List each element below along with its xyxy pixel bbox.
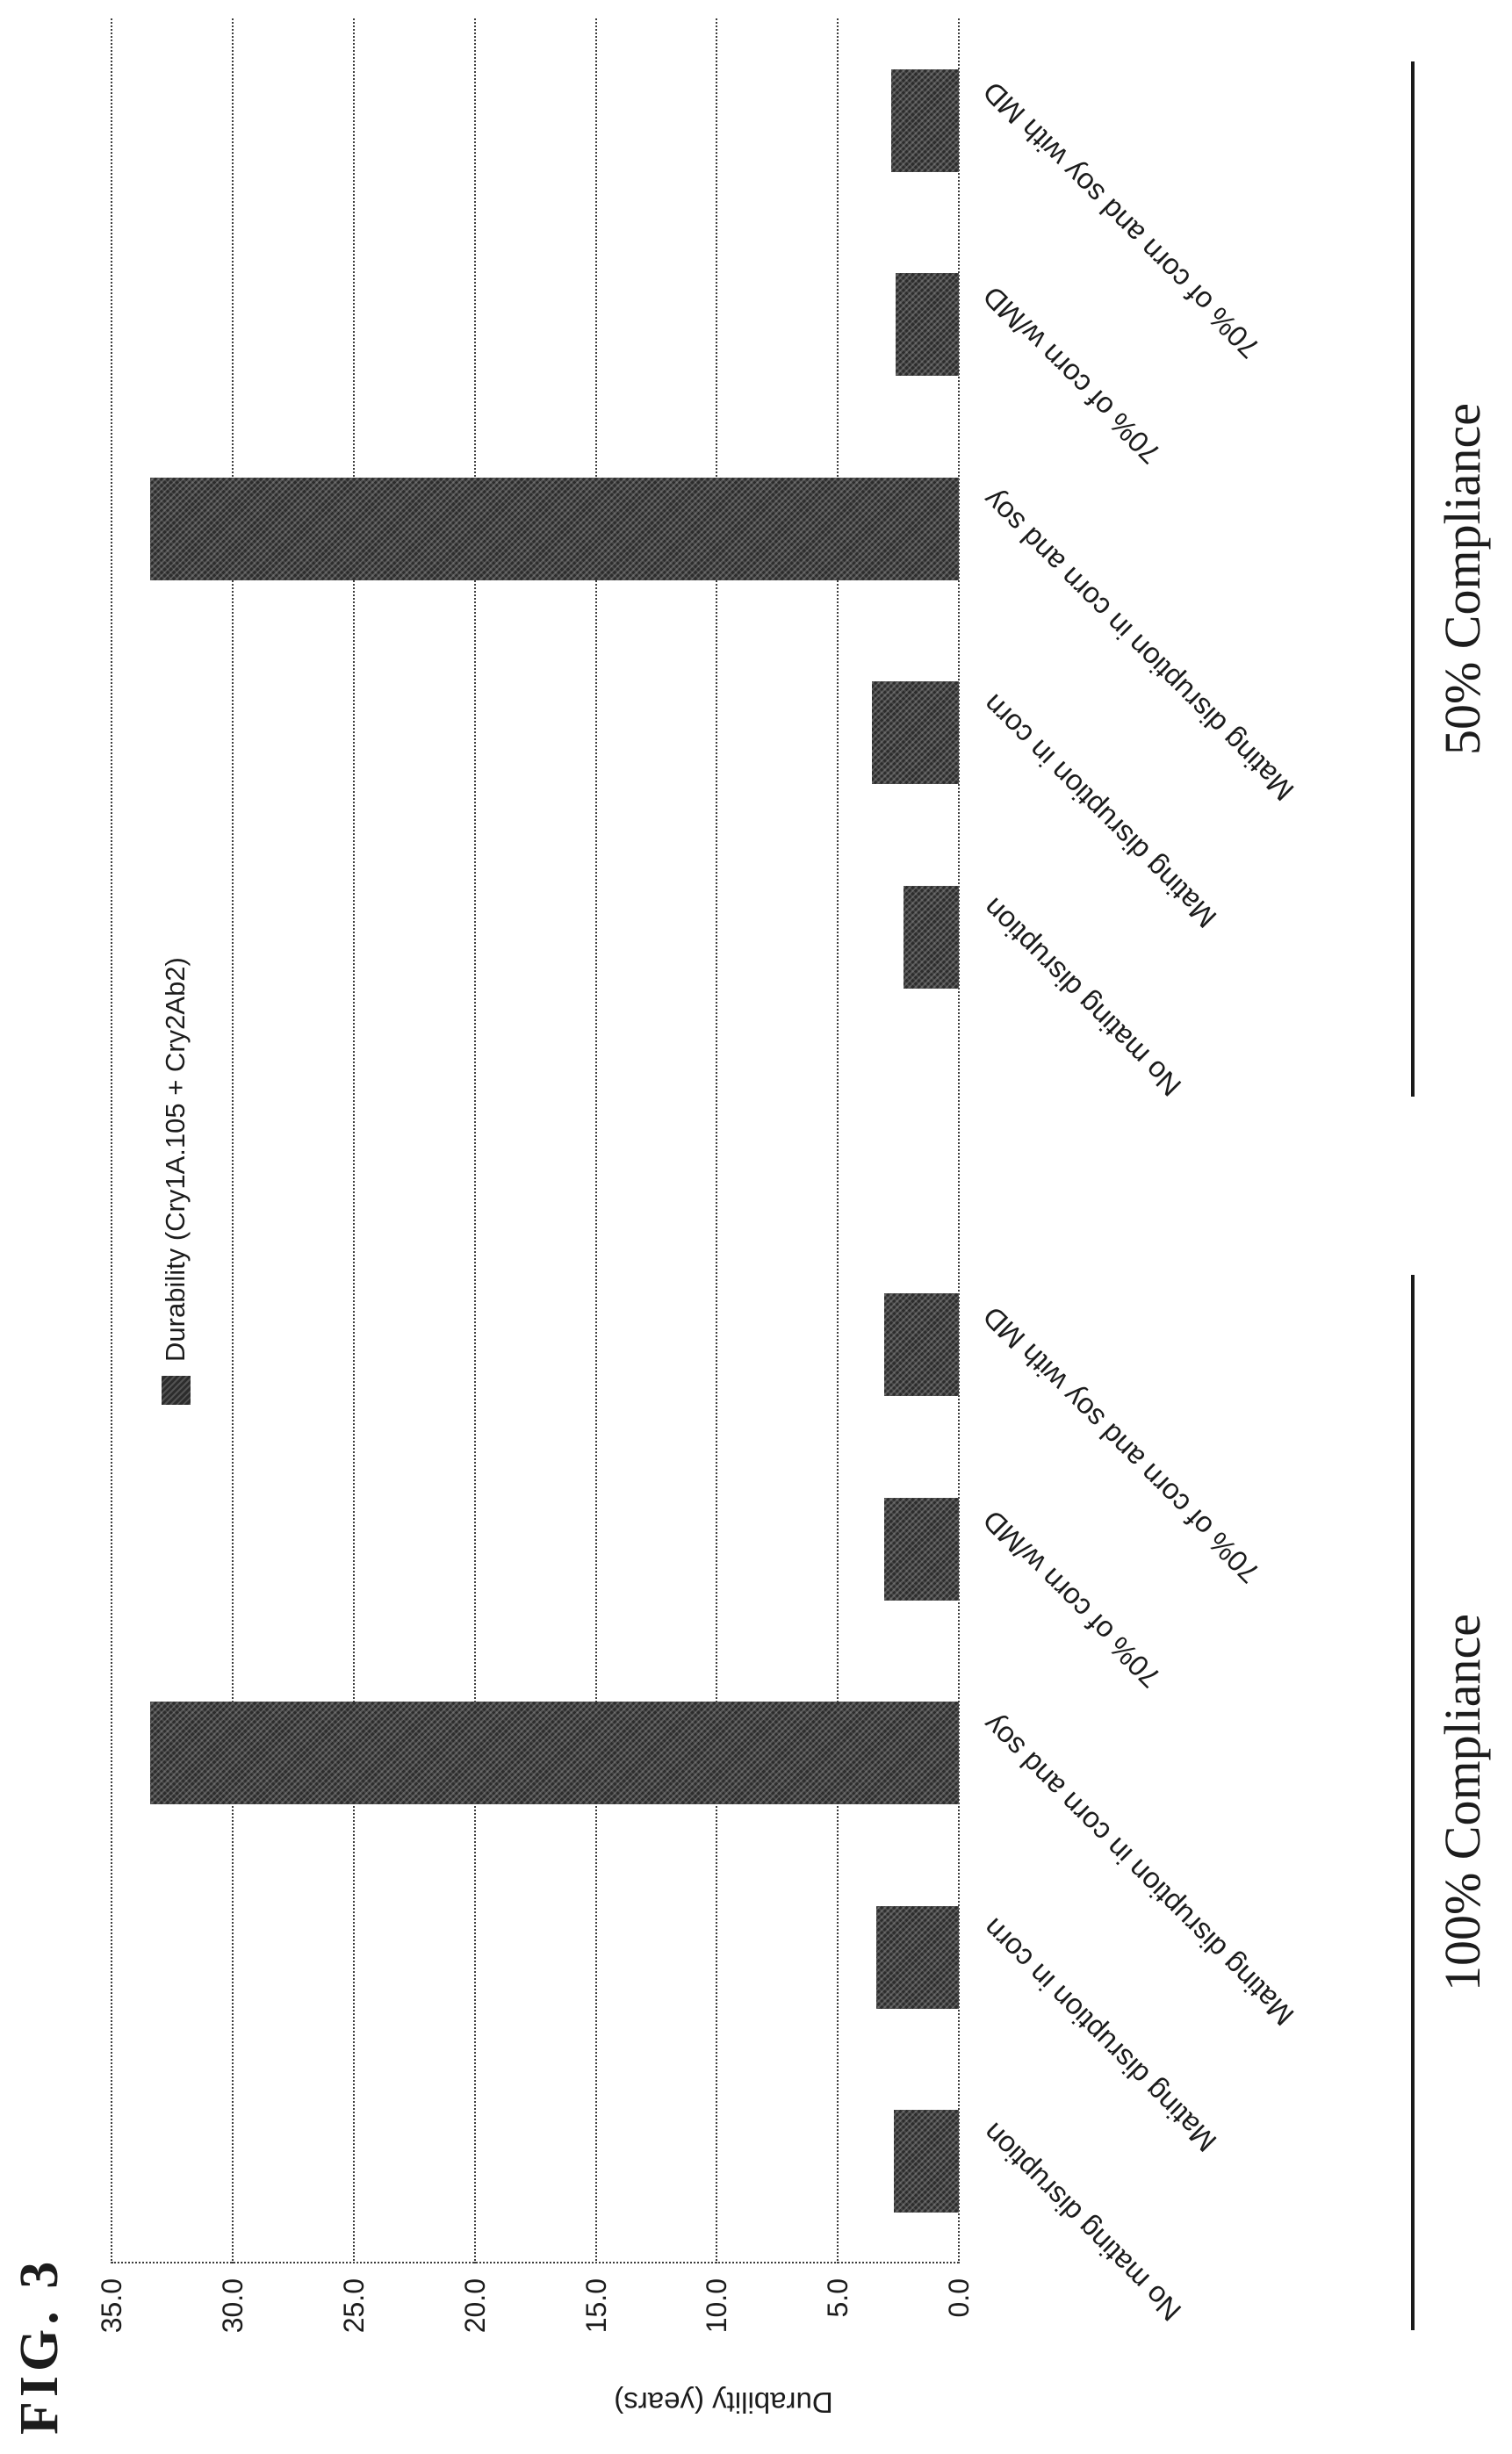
bar	[876, 1905, 960, 2009]
value-tick-label: 15.0	[580, 2278, 612, 2334]
legend-square-icon	[161, 1376, 191, 1405]
value-tick-label: 35.0	[96, 2278, 127, 2334]
value-tick-label: 10.0	[701, 2278, 733, 2334]
bar	[883, 1497, 960, 1601]
group-underline	[1411, 61, 1415, 1097]
category-label: Mating disruption in corn	[976, 687, 1223, 934]
value-tick-label: 25.0	[337, 2278, 370, 2334]
group-label: 100% Compliance	[1434, 1613, 1491, 1992]
gridline	[594, 18, 597, 2263]
gridline	[111, 18, 112, 2263]
category-label: 70% of corn w/MD	[976, 1504, 1167, 1695]
legend-label: Durability (Cry1A.105 + Cry2Ab2)	[160, 957, 191, 1362]
bar	[871, 681, 960, 785]
legend: Durability (Cry1A.105 + Cry2Ab2)	[160, 957, 191, 1405]
bar	[896, 273, 960, 377]
category-label: Mating disruption in corn and soy	[976, 483, 1300, 808]
category-label: Mating disruption in corn	[976, 1912, 1223, 2159]
category-label: 70% of corn and soy with MD	[976, 1299, 1266, 1590]
bar	[150, 477, 960, 580]
value-tick-label: 5.0	[822, 2278, 854, 2318]
gridline	[231, 18, 234, 2263]
gridline	[837, 18, 839, 2263]
category-label: 70% of corn and soy with MD	[976, 76, 1266, 365]
group-label: 50% Compliance	[1434, 402, 1491, 756]
figure-number-label: FIG. 3	[10, 2256, 69, 2435]
bar	[903, 885, 960, 989]
bar	[150, 1702, 960, 1805]
value-axis-line	[112, 2262, 960, 2263]
category-label: 70% of corn w/MD	[976, 279, 1167, 471]
bar	[893, 2110, 960, 2213]
category-label: No mating disruption	[976, 891, 1188, 1104]
group-underline	[1411, 1275, 1415, 2330]
gridline	[473, 18, 476, 2263]
gridline	[716, 18, 718, 2263]
value-tick-label: 30.0	[216, 2278, 248, 2334]
bar	[883, 1293, 960, 1397]
category-label: Mating disruption in corn and soy	[976, 1708, 1300, 2033]
value-tick-label: 0.0	[943, 2278, 976, 2318]
gridline	[352, 18, 355, 2263]
bar	[890, 68, 960, 172]
value-tick-label: 20.0	[458, 2278, 491, 2334]
